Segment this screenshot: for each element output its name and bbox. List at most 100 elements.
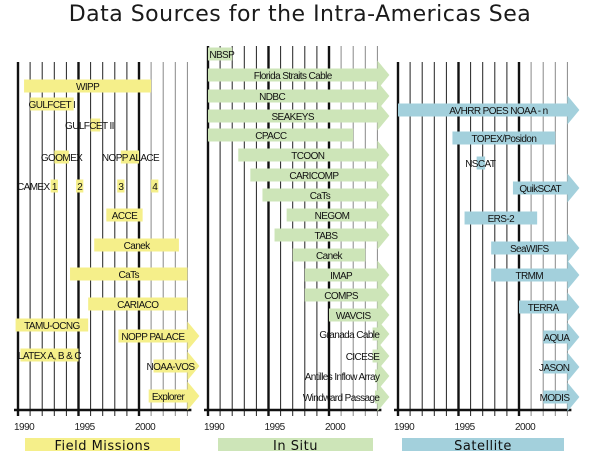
bar-label-granada-cable: Granada Cable — [319, 330, 380, 341]
bar-wipp — [24, 79, 152, 93]
bar-label-quikscat: QuikSCAT — [519, 184, 561, 195]
bar-label-3: 3 — [118, 182, 124, 193]
panel-title: Field Missions — [54, 439, 150, 454]
bar-imap — [304, 260, 390, 290]
bar-label-antilles-inflow-array: Antilles Inflow Array — [305, 372, 380, 383]
panel-title: In Situ — [273, 439, 318, 454]
bar-label-negom: NEGOM — [315, 211, 350, 222]
bar-label-nscat: NSCAT — [465, 159, 496, 170]
bar-label-terra: TERRA — [528, 303, 560, 314]
bar-cpacc — [208, 128, 354, 142]
bar-tamu-ocng — [15, 318, 89, 332]
panel-in-situ: 1990 1995 2000 NBSP Florida Straits Cable NDB… — [204, 46, 390, 454]
bar-acce — [106, 208, 143, 222]
bar-2 — [76, 179, 84, 193]
bar-seawifs — [491, 233, 580, 263]
bar-3 — [117, 179, 125, 193]
bar-ers-2 — [464, 211, 538, 225]
bar-aqua — [543, 322, 580, 352]
bar-gulfcet-i — [30, 97, 74, 111]
bar-antilles-inflow-array — [374, 361, 390, 391]
bar-tcoon — [238, 140, 390, 170]
bar-goomex — [54, 150, 69, 164]
bar-label-nopp-alace: NOPP ALACE — [102, 153, 160, 164]
tick-label-1990: 1990 — [14, 422, 35, 433]
bar-label-wipp: WIPP — [76, 82, 100, 93]
bar-label-noaa-vos: NOAA-VOS — [146, 362, 195, 373]
bar-cats — [70, 267, 188, 281]
bar-label-wavcis: WAVCIS — [336, 311, 372, 322]
bar-label-gulfcet-i: GULFCET I — [29, 100, 76, 111]
bar-trmm — [491, 260, 580, 290]
bar-label-imap: IMAP — [330, 271, 353, 282]
bar-gulfcet-ii — [90, 118, 101, 132]
chart-title: Data Sources for the Intra-Americas Sea — [68, 2, 532, 27]
bar-4 — [151, 179, 159, 193]
bar-jason — [543, 352, 580, 382]
bar-label-seawifs: SeaWIFS — [510, 244, 550, 255]
bar-cariaco — [88, 297, 188, 311]
bar-label-cariaco: CARIACO — [117, 300, 159, 311]
bar-canek — [94, 238, 179, 252]
bar-canek — [292, 248, 366, 262]
bar-label-tamu-ocng: TAMU-OCNG — [24, 321, 80, 332]
bar-label-modis: MODIS — [540, 393, 571, 404]
bar-label-trmm: TRMM — [515, 271, 543, 282]
bar-terra — [519, 292, 580, 322]
tick-label-1995: 1995 — [75, 422, 96, 433]
bar-label-1: 1 — [52, 182, 58, 193]
bar-ndbc — [208, 81, 390, 111]
tick-label-2000: 2000 — [515, 422, 536, 433]
bar-label-florida-straits-cable: Florida Straits Cable — [254, 71, 333, 82]
bar-label-tabs: TABS — [314, 231, 338, 242]
tick-label-2000: 2000 — [325, 422, 346, 433]
bar-label-acce: ACCE — [112, 211, 138, 222]
bar-seakeys — [208, 101, 390, 131]
bar-label-jason: JASON — [539, 363, 570, 374]
bar-tabs — [274, 220, 390, 250]
bar-cicese — [372, 341, 390, 371]
bar-explorer — [148, 381, 200, 411]
bar-nopp-palace — [118, 321, 200, 351]
bar-label-windward-passage: Windward Passage — [303, 393, 381, 404]
panel-title-box — [25, 438, 180, 451]
panel-satellite: 1990 1995 2000 AVHRR POES NOAA - n TOPEX/Pos… — [394, 62, 580, 454]
bar-label-ers-2: ERS-2 — [488, 214, 515, 225]
bar-label-avhrr-poes-noaa-n: AVHRR POES NOAA - n — [449, 106, 547, 117]
bar-label-gulfcet-ii: GULFCET II — [65, 121, 114, 132]
tick-label-1995: 1995 — [455, 422, 476, 433]
bar-label-nbsp: NBSP — [209, 50, 235, 61]
bar-label-cats: CaTs — [119, 270, 140, 281]
bar-label-canek: Canek — [316, 251, 344, 262]
bar-nbsp — [208, 47, 233, 61]
bar-cats — [262, 180, 390, 210]
panel-title-box — [402, 438, 564, 451]
bar-label-aqua: AQUA — [543, 333, 570, 344]
bar-label-seakeys: SEAKEYS — [271, 112, 314, 123]
panel-title-box — [218, 438, 373, 451]
bar-label-topex-posidon: TOPEX/Posidon — [471, 134, 536, 145]
bar-topex-posidon — [452, 131, 556, 145]
bar-label-camex: CAMEX — [17, 182, 50, 193]
bar-label-cats: CaTs — [310, 191, 331, 202]
bar-label-nopp-palace: NOPP PALACE — [121, 332, 185, 343]
bar-label-ndbc: NDBC — [259, 92, 285, 103]
bar-label-cicese: CICESE — [346, 352, 381, 363]
tick-label-1990: 1990 — [394, 422, 415, 433]
bar-avhrr-poes-noaa-n — [398, 95, 580, 125]
bar-label-cpacc: CPACC — [255, 131, 287, 142]
tick-label-1995: 1995 — [265, 422, 286, 433]
bar-comps — [304, 280, 390, 310]
bar-florida-straits-cable — [208, 60, 390, 90]
bar-label-tcoon: TCOON — [291, 151, 324, 162]
bar-label-4: 4 — [152, 182, 158, 193]
bar-1 — [50, 179, 58, 193]
bar-negom — [286, 200, 390, 230]
bar-label-2: 2 — [77, 182, 83, 193]
bar-label-comps: COMPS — [324, 291, 359, 302]
bar-windward-passage — [374, 382, 390, 412]
bar-nopp-alace — [120, 150, 139, 164]
bar-label-latex-a-b-c: LATEX A, B & C — [18, 351, 81, 362]
